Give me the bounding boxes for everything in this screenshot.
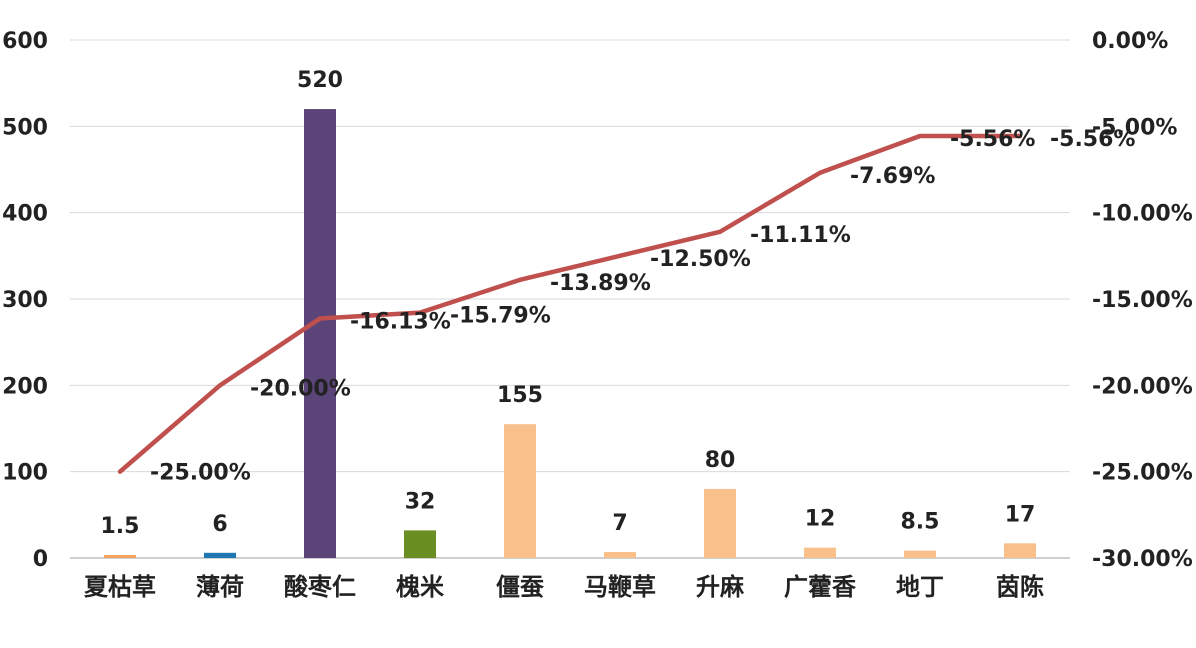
bar-value-label: 17 — [1005, 502, 1036, 527]
bar — [904, 550, 936, 558]
category-label: 地丁 — [896, 573, 944, 601]
category-label: 广藿香 — [784, 573, 857, 601]
bars-layer — [104, 109, 1036, 559]
right-axis: -30.00% -25.00% -20.00% -15.00% -10.00% -5.00… — [1092, 29, 1193, 572]
line-point — [1018, 134, 1022, 139]
y-tick-label-left: 0 — [33, 547, 48, 572]
line-value-labels: -25.00% -20.00% -16.13% -15.79% -13.89%-12.5… — [150, 127, 1135, 486]
y-tick-label-right: -25.00% — [1092, 461, 1193, 486]
line-point — [718, 229, 722, 234]
y-tick-label-left: 200 — [2, 374, 48, 399]
line-value-label: -25.00% — [150, 461, 251, 486]
bar-value-label: 520 — [297, 68, 343, 93]
y-tick-label-right: -15.00% — [1092, 288, 1193, 313]
y-tick-label-left: 100 — [2, 461, 48, 486]
bar-value-label: 6 — [212, 512, 227, 537]
line-point — [318, 316, 322, 321]
line-value-label: -16.13% — [350, 310, 451, 335]
y-tick-label-right: -5.00% — [1092, 115, 1177, 140]
y-tick-label-left: 400 — [2, 202, 48, 227]
line-value-label: -7.69% — [850, 164, 935, 189]
line-point — [918, 134, 922, 139]
category-axis: 夏枯草 薄荷 酸枣仁 槐米 僵蚕 马鞭草 升麻 广藿香 地丁 茵陈 — [84, 573, 1044, 601]
bar — [404, 530, 436, 558]
category-label: 酸枣仁 — [284, 573, 356, 601]
bar — [304, 109, 336, 559]
line-point — [418, 310, 422, 315]
category-label: 槐米 — [396, 573, 444, 601]
line-value-label: -5.56% — [1050, 127, 1135, 152]
bar — [704, 488, 736, 558]
bar — [504, 424, 536, 558]
bar — [204, 552, 236, 558]
grid-layer — [70, 39, 1070, 559]
bar-value-label: 7 — [612, 511, 627, 536]
bar — [1004, 543, 1036, 558]
line-point — [818, 170, 822, 175]
line-point — [118, 469, 122, 474]
category-label: 升麻 — [696, 573, 745, 601]
bar-value-label: 155 — [497, 383, 543, 408]
line-value-label: -13.89% — [550, 271, 651, 296]
category-label: 夏枯草 — [84, 573, 156, 601]
y-tick-label-left: 600 — [2, 29, 48, 54]
y-tick-label-right: 0.00% — [1092, 29, 1168, 54]
y-tick-label-left: 300 — [2, 288, 48, 313]
bar — [604, 551, 636, 558]
left-axis: 0 100 200 300 400 500 600 — [2, 29, 48, 572]
bar-value-label: 80 — [705, 448, 736, 473]
category-label: 茵陈 — [996, 573, 1044, 601]
bar-value-label: 32 — [405, 489, 436, 514]
category-label: 薄荷 — [196, 573, 244, 601]
line-layer — [117, 133, 1023, 474]
y-tick-label-right: -20.00% — [1092, 374, 1193, 399]
bar-value-label: 8.5 — [901, 510, 940, 535]
line-point — [218, 383, 222, 388]
line-point — [518, 277, 522, 282]
category-label: 马鞭草 — [584, 573, 656, 601]
line-value-label: -20.00% — [250, 376, 351, 401]
line-value-label: -15.79% — [450, 304, 551, 329]
y-tick-label-right: -10.00% — [1092, 202, 1193, 227]
line-series — [117, 133, 1023, 474]
bar — [104, 555, 136, 558]
line-value-label: -5.56% — [950, 127, 1035, 152]
line-value-label: -11.11% — [750, 223, 851, 248]
bar-value-label: 12 — [805, 507, 836, 532]
bar-value-labels: 1.5 6 520 32 155 7 80 12 8.5 17 — [101, 68, 1036, 539]
y-tick-label-right: -30.00% — [1092, 547, 1193, 572]
bar — [804, 547, 836, 558]
category-label: 僵蚕 — [496, 573, 544, 601]
line-value-label: -12.50% — [650, 247, 751, 272]
y-tick-label-left: 500 — [2, 115, 48, 140]
bar-value-label: 1.5 — [101, 514, 140, 539]
line-point — [618, 253, 622, 258]
